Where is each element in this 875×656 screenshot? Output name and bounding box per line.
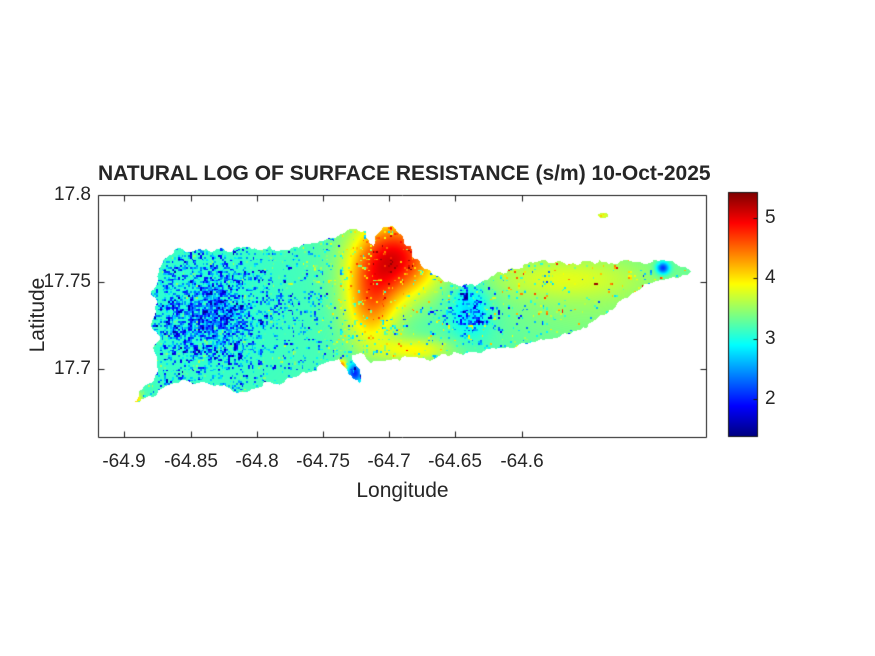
x-axis-label: Longitude: [356, 479, 449, 502]
y-tick-label: 17.8: [54, 184, 91, 205]
colorbar-tick-label: 4: [765, 267, 776, 288]
x-tick-label: -64.75: [296, 451, 350, 472]
x-tick-label: -64.6: [500, 451, 544, 472]
colorbar-tick-label: 3: [765, 328, 776, 349]
y-tick-label: 17.7: [54, 358, 91, 379]
x-tick-label: -64.8: [235, 451, 279, 472]
x-tick-label: -64.7: [367, 451, 411, 472]
x-tick-label: -64.65: [428, 451, 482, 472]
colorbar-tick-label: 2: [765, 388, 776, 409]
colorbar-tick-label: 5: [765, 207, 776, 228]
y-tick-label: 17.75: [43, 271, 91, 292]
x-tick-label: -64.85: [164, 451, 218, 472]
x-tick-label: -64.9: [102, 451, 146, 472]
plot-title: NATURAL LOG OF SURFACE RESISTANCE (s/m) …: [98, 162, 711, 185]
